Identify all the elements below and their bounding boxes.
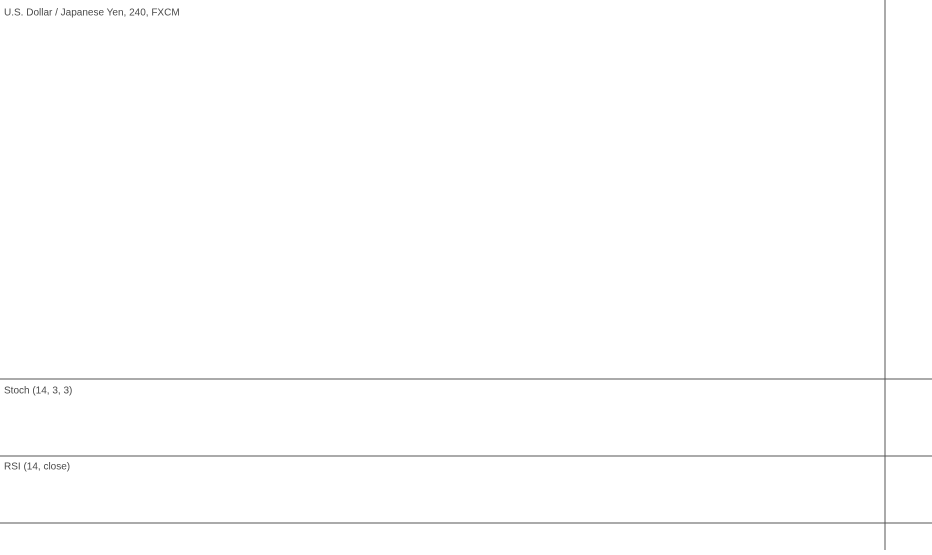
pane-title: Stoch (14, 3, 3) [4,386,72,397]
chart-title: U.S. Dollar / Japanese Yen, 240, FXCM [4,8,180,19]
pane-title: RSI (14, close) [4,462,70,473]
